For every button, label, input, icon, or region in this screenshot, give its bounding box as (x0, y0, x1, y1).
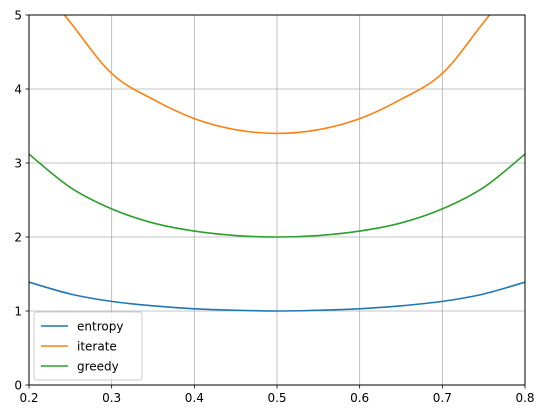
x-tick-label: 0.2 (19, 391, 38, 405)
y-tick-label: 3 (14, 157, 22, 171)
legend-box (33, 311, 143, 381)
legend-label-entropy: entropy (77, 320, 123, 334)
x-tick-label: 0.4 (185, 391, 204, 405)
series-line-greedy (29, 153, 525, 238)
x-tick-label: 0.5 (267, 391, 286, 405)
series-line-iterate (63, 15, 491, 135)
x-tick-label: 0.3 (102, 391, 121, 405)
axis-ticks: 0.2 0.3 0.4 0.5 0.6 0.7 0.8 0 1 2 3 4 5 (14, 9, 534, 406)
x-tick-label: 0.8 (515, 391, 534, 405)
y-tick-label: 1 (14, 305, 22, 319)
x-tick-label: 0.7 (433, 391, 452, 405)
y-tick-label: 0 (14, 379, 22, 393)
legend-label-greedy: greedy (77, 360, 119, 374)
legend: entropy iterate greedy (33, 311, 143, 381)
legend-label-iterate: iterate (77, 340, 117, 354)
y-tick-label: 4 (14, 83, 22, 97)
series-lines (29, 15, 525, 312)
y-tick-label: 2 (14, 231, 22, 245)
y-tick-label: 5 (14, 9, 22, 23)
x-tick-label: 0.6 (350, 391, 369, 405)
series-line-entropy (29, 281, 525, 312)
